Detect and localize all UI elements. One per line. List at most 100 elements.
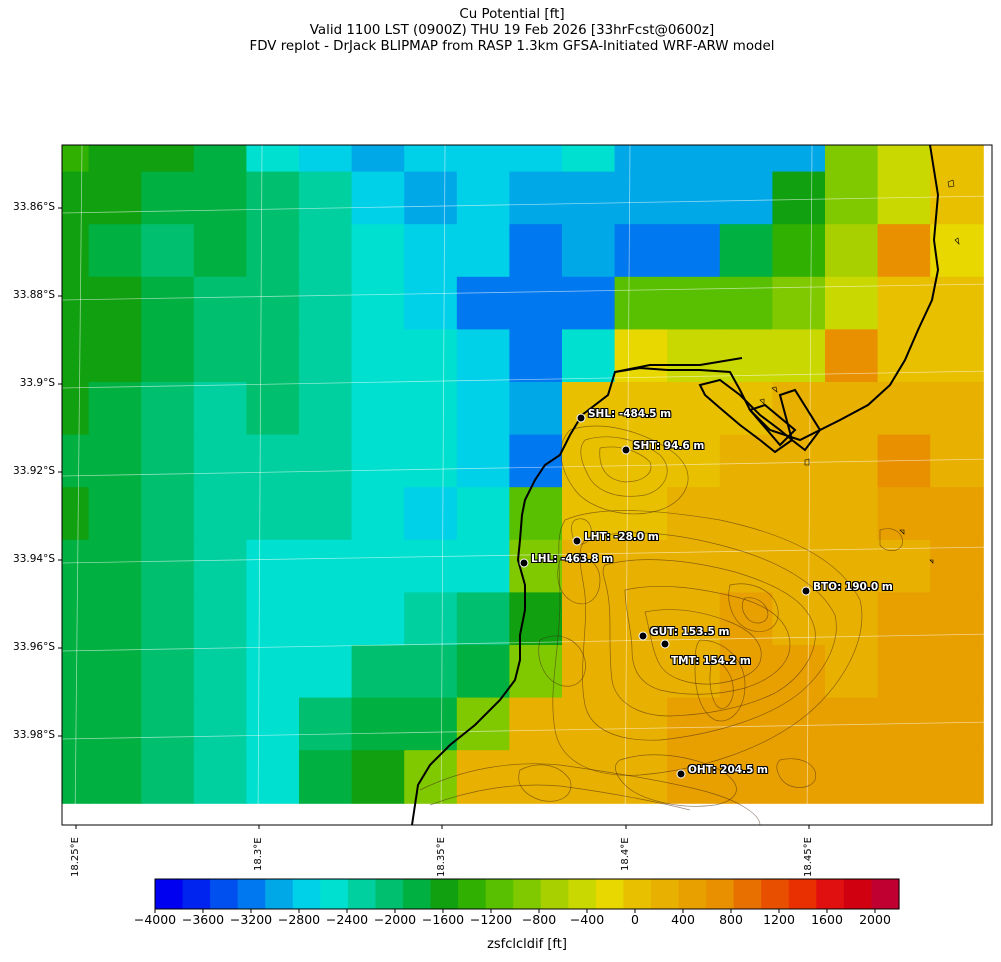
grid-cell bbox=[404, 276, 458, 331]
colorbar-tick-label: −2800 bbox=[277, 912, 321, 927]
grid-cell bbox=[351, 276, 406, 331]
grid-cell bbox=[456, 276, 511, 331]
grid-cell bbox=[562, 276, 616, 331]
grid-cell bbox=[404, 697, 458, 752]
cu-potential-field bbox=[62, 145, 984, 804]
grid-cell bbox=[456, 592, 511, 646]
colorbar-swatch bbox=[403, 879, 432, 909]
grid-cell bbox=[930, 592, 984, 646]
grid-cell bbox=[404, 434, 458, 489]
grid-cell bbox=[825, 645, 879, 699]
grid-cell bbox=[825, 487, 879, 541]
grid-cell bbox=[614, 697, 669, 752]
grid-cell bbox=[246, 539, 300, 594]
grid-cell bbox=[930, 276, 984, 331]
grid-cell bbox=[404, 487, 458, 541]
grid-cell bbox=[246, 645, 300, 699]
grid-cell bbox=[456, 329, 511, 383]
grid-cell bbox=[193, 276, 248, 331]
grid-cell bbox=[88, 171, 143, 226]
station-marker-shl[interactable] bbox=[576, 413, 586, 423]
grid-cell bbox=[351, 171, 406, 226]
grid-cell bbox=[772, 171, 826, 226]
grid-cell bbox=[351, 329, 406, 383]
grid-cell bbox=[509, 487, 563, 541]
grid-cell bbox=[62, 592, 90, 646]
colorbar-tick-label: 0 bbox=[631, 912, 639, 927]
grid-cell bbox=[614, 145, 669, 173]
grid-cell bbox=[772, 224, 826, 278]
grid-cell bbox=[509, 645, 563, 699]
grid-cell bbox=[62, 697, 90, 752]
station-label-lht: LHT: -28.0 m bbox=[584, 531, 659, 543]
grid-cell bbox=[667, 171, 721, 226]
grid-cell bbox=[562, 145, 616, 173]
grid-cell bbox=[351, 539, 406, 594]
colorbar-tick-label: −1600 bbox=[421, 912, 465, 927]
grid-cell bbox=[299, 592, 353, 646]
grid-cell bbox=[62, 145, 90, 173]
grid-cell bbox=[141, 276, 195, 331]
grid-cell bbox=[246, 487, 300, 541]
colorbar-swatch bbox=[237, 879, 266, 909]
grid-cell bbox=[88, 276, 143, 331]
grid-cell bbox=[456, 539, 511, 594]
lon-label: 18.45°E bbox=[803, 837, 814, 877]
colorbar-swatch bbox=[155, 879, 184, 909]
colorbar-tick-label: −3200 bbox=[229, 912, 273, 927]
grid-cell bbox=[246, 750, 300, 804]
grid-cell bbox=[562, 329, 616, 383]
colorbar-swatch bbox=[871, 879, 900, 909]
grid-cell bbox=[456, 382, 511, 436]
station-marker-oht[interactable] bbox=[676, 769, 686, 779]
grid-cell bbox=[299, 382, 353, 436]
station-marker-tmt[interactable] bbox=[660, 639, 670, 649]
grid-cell bbox=[404, 382, 458, 436]
grid-cell bbox=[772, 697, 826, 752]
grid-cell bbox=[509, 329, 563, 383]
grid-cell bbox=[351, 434, 406, 489]
colorbar-swatch bbox=[651, 879, 680, 909]
station-marker-bto[interactable] bbox=[801, 586, 811, 596]
station-marker-lhl[interactable] bbox=[519, 558, 529, 568]
grid-cell bbox=[930, 224, 984, 278]
grid-cell bbox=[246, 171, 300, 226]
grid-cell bbox=[877, 171, 932, 226]
colorbar-frame bbox=[154, 878, 900, 910]
grid-cell bbox=[141, 750, 195, 804]
grid-cell bbox=[667, 750, 721, 804]
grid-cell bbox=[88, 487, 143, 541]
colorbar-swatch bbox=[430, 879, 459, 909]
station-marker-lht[interactable] bbox=[572, 536, 582, 546]
station-label-sht: SHT: 94.6 m bbox=[633, 440, 705, 452]
colorbar-tick-label: 400 bbox=[671, 912, 695, 927]
grid-cell bbox=[88, 645, 143, 699]
colorbar bbox=[155, 879, 900, 909]
colorbar-tick-label: 800 bbox=[719, 912, 743, 927]
lat-label: 33.94°S bbox=[13, 553, 55, 565]
grid-cell bbox=[62, 750, 90, 804]
grid-cell bbox=[772, 750, 826, 804]
grid-cell bbox=[877, 224, 932, 278]
grid-cell bbox=[877, 329, 932, 383]
grid-cell bbox=[930, 750, 984, 804]
grid-cell bbox=[141, 382, 195, 436]
grid-cell bbox=[877, 750, 932, 804]
grid-cell bbox=[299, 645, 353, 699]
grid-cell bbox=[141, 329, 195, 383]
grid-cell bbox=[509, 592, 563, 646]
grid-cell bbox=[141, 145, 195, 173]
colorbar-swatch bbox=[513, 879, 542, 909]
grid-cell bbox=[719, 750, 774, 804]
colorbar-tick-label: −3600 bbox=[181, 912, 225, 927]
grid-cell bbox=[193, 224, 248, 278]
grid-cell bbox=[509, 145, 563, 173]
grid-cell bbox=[193, 171, 248, 226]
station-marker-sht[interactable] bbox=[621, 445, 631, 455]
grid-cell bbox=[404, 539, 458, 594]
grid-cell bbox=[299, 329, 353, 383]
station-marker-gut[interactable] bbox=[638, 631, 648, 641]
grid-cell bbox=[193, 382, 248, 436]
colorbar-swatch bbox=[816, 879, 845, 909]
grid-cell bbox=[88, 434, 143, 489]
